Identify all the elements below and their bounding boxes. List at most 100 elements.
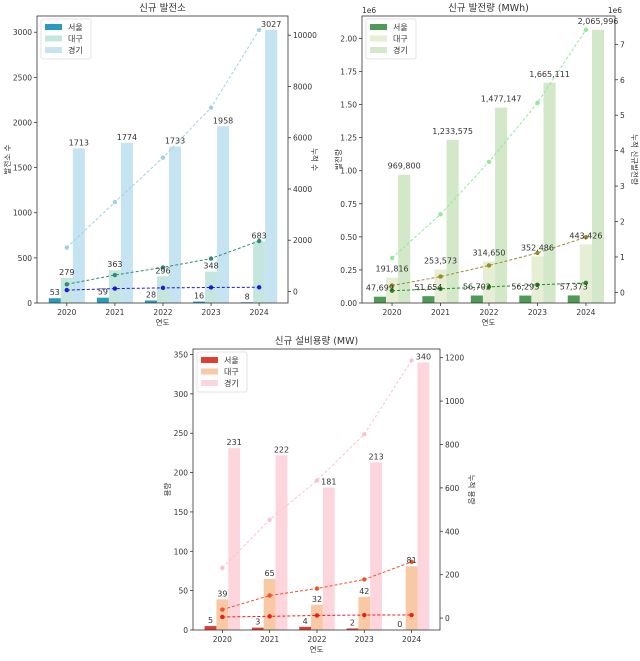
y2-tick-label: 5 — [620, 111, 625, 120]
cumulative-point-경기-2024 — [583, 27, 589, 32]
bar-대구-2024 — [405, 566, 418, 630]
x-tick-label: 2021 — [260, 635, 279, 644]
data-label: 1,477,147 — [481, 95, 522, 104]
y-offset-label: 1e6 — [362, 6, 376, 15]
cumulative-line-대구 — [391, 236, 587, 287]
legend-label: 서울 — [393, 23, 408, 32]
data-label: 1958 — [213, 116, 233, 125]
data-label: 59 — [98, 288, 108, 297]
legend-swatch-대구 — [370, 35, 387, 42]
y2-offset-label: 1e6 — [608, 6, 622, 15]
y2-tick-label: 200 — [445, 571, 460, 580]
y-axis-label: 발전량 — [333, 149, 343, 170]
data-label: 1733 — [165, 137, 185, 146]
chart-title: 신규 발전량 (MWh) — [448, 2, 529, 14]
bar-서울-2022 — [470, 295, 483, 303]
y2-tick-label: 400 — [445, 527, 460, 536]
data-label: 231 — [227, 438, 242, 447]
x-tick-label: 2022 — [307, 635, 326, 644]
legend-swatch-서울 — [370, 24, 387, 30]
bar-서울-2023 — [519, 295, 532, 303]
bar-경기-2024 — [591, 29, 605, 303]
y-tick-label: 250 — [174, 429, 189, 438]
cumulative-point-대구-2021 — [112, 272, 118, 278]
legend-label: 대구 — [393, 35, 408, 44]
y-tick-label: 300 — [174, 390, 189, 399]
cumulative-point-경기-2024 — [409, 358, 414, 363]
data-label: 969,800 — [388, 162, 421, 171]
chart-title: 신규 설비용량 (MW) — [275, 335, 358, 347]
x-axis-label: 연도 — [482, 318, 496, 327]
x-tick-label: 2021 — [431, 308, 450, 317]
cumulative-point-서울-2020 — [64, 287, 70, 293]
cumulative-point-경기-2020 — [64, 245, 70, 250]
y-tick-label: 0.75 — [340, 200, 357, 209]
cumulative-point-대구-2020 — [64, 282, 70, 287]
y-tick-label: 150 — [174, 508, 189, 517]
y-tick-label: 0 — [183, 626, 188, 635]
bar-경기-2024 — [417, 362, 430, 630]
x-tick-label: 2022 — [479, 308, 498, 317]
y-tick-label: 0.50 — [340, 233, 357, 242]
cumulative-point-서울-2023 — [535, 282, 540, 288]
bar-대구-2021 — [263, 578, 276, 630]
y2-axis-label: 누적 수 — [310, 148, 320, 171]
bar-경기-2021 — [446, 139, 459, 303]
bar-경기-2020 — [228, 448, 241, 630]
y2-tick-label: 2 — [620, 218, 625, 227]
x-axis-label: 연도 — [156, 318, 170, 327]
y-tick-label: 0.25 — [340, 266, 357, 275]
data-label: 1713 — [69, 138, 89, 147]
data-label: 213 — [368, 452, 383, 461]
data-label: 1,665,111 — [529, 70, 570, 79]
bar-경기-2022 — [168, 146, 182, 303]
bar-경기-2021 — [120, 142, 133, 303]
bar-서울-2022 — [144, 300, 157, 303]
data-label: 16 — [194, 292, 204, 301]
x-tick-label: 2023 — [355, 635, 374, 644]
x-tick-label: 2024 — [250, 308, 269, 317]
data-label: 53 — [50, 288, 60, 297]
bar-경기-2020 — [398, 174, 411, 303]
axes-frame — [192, 348, 441, 631]
bar-대구-2024 — [253, 241, 266, 303]
cumulative-point-대구-2020 — [389, 283, 395, 288]
legend-label: 서울 — [224, 356, 239, 365]
cumulative-point-대구-2022 — [486, 263, 492, 268]
data-label: 32 — [312, 595, 322, 604]
cumulative-point-대구-2023 — [362, 577, 367, 582]
y-tick-label: 1.00 — [340, 167, 357, 176]
bar-경기-2023 — [217, 126, 230, 304]
y2-tick-label: 10000 — [293, 31, 317, 40]
legend-label: 경기 — [68, 45, 83, 55]
data-label: 2,065,996 — [578, 17, 619, 26]
bar-경기-2024 — [265, 29, 278, 303]
data-label: 0 — [397, 620, 402, 629]
data-label: 2 — [350, 618, 355, 627]
legend-label: 대구 — [224, 368, 239, 377]
y2-tick-label: 1000 — [445, 397, 464, 406]
data-label: 363 — [107, 260, 122, 269]
cumulative-point-경기-2021 — [267, 517, 272, 522]
cumulative-point-대구-2020 — [220, 607, 225, 612]
cumulative-point-대구-2022 — [160, 265, 166, 270]
cumulative-point-경기-2023 — [362, 432, 367, 437]
bar-서울-2020 — [48, 298, 61, 303]
y2-tick-label: 0 — [445, 614, 450, 623]
data-label: 56,702 — [463, 283, 491, 292]
legend-swatch-경기 — [370, 47, 387, 53]
chart-new-generation: 47,699 51,654 56,702 56,293 57,373191,816253… — [333, 2, 640, 327]
legend-label: 경기 — [393, 45, 408, 55]
legend-swatch-대구 — [45, 35, 62, 42]
bar-서울-2022 — [299, 626, 312, 630]
bar-서울-2021 — [251, 627, 264, 630]
y2-axis-label: 누적 용량 — [467, 475, 477, 505]
y2-tick-label: 2000 — [293, 236, 312, 245]
y2-tick-label: 7 — [620, 40, 625, 49]
bar-대구-2024 — [579, 244, 592, 303]
y-tick-label: 0.00 — [340, 299, 357, 308]
